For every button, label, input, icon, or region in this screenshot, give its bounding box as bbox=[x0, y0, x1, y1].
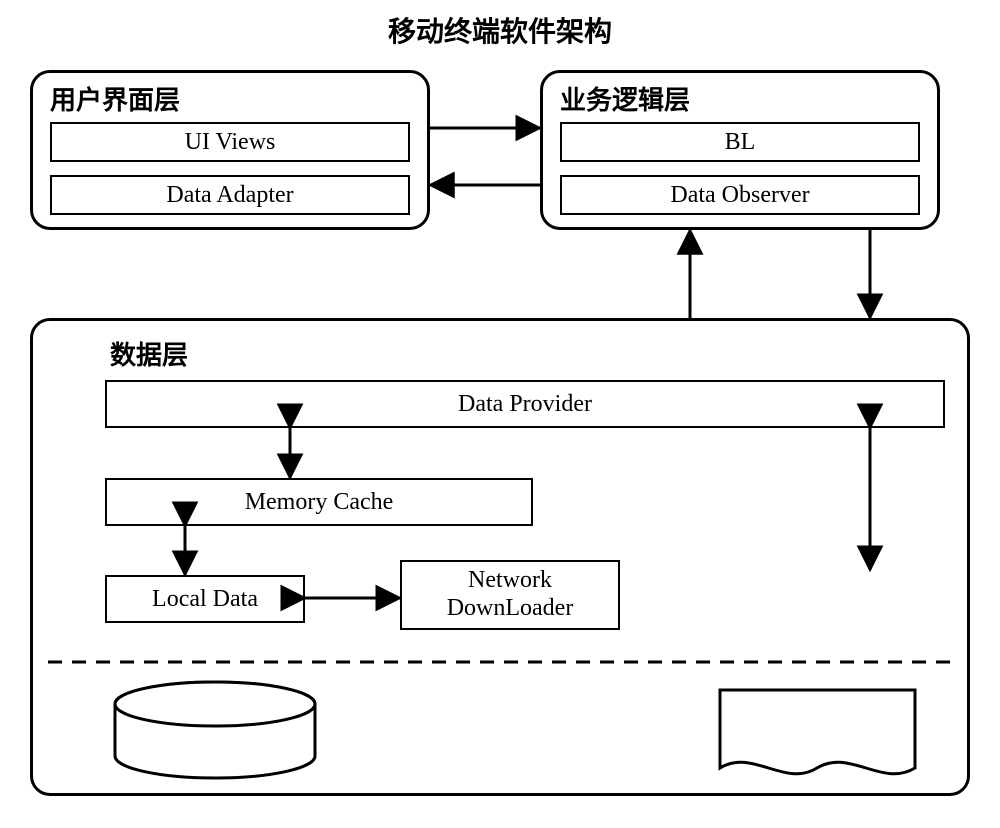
data-provider-box: Data Provider bbox=[105, 380, 945, 428]
local-data-label: Local Data bbox=[152, 586, 258, 613]
local-data-box: Local Data bbox=[105, 575, 305, 623]
network-downloader-box: Network DownLoader bbox=[400, 560, 620, 630]
data-observer-box: Data Observer bbox=[560, 175, 920, 215]
bl-layer-title: 业务逻辑层 bbox=[560, 80, 690, 117]
ui-views-box: UI Views bbox=[50, 122, 410, 162]
data-adapter-box: Data Adapter bbox=[50, 175, 410, 215]
diagram-title: 移动终端软件架构 bbox=[0, 10, 1000, 50]
memory-cache-box: Memory Cache bbox=[105, 478, 533, 526]
bl-box: BL bbox=[560, 122, 920, 162]
bl-label: BL bbox=[725, 129, 756, 156]
data-adapter-label: Data Adapter bbox=[166, 182, 293, 209]
network-downloader-label: Network DownLoader bbox=[447, 567, 574, 622]
ui-layer-title: 用户界面层 bbox=[50, 80, 180, 117]
data-layer-title: 数据层 bbox=[110, 335, 188, 372]
memory-cache-label: Memory Cache bbox=[245, 489, 394, 516]
ui-views-label: UI Views bbox=[185, 129, 276, 156]
data-observer-label: Data Observer bbox=[670, 182, 809, 209]
diagram-canvas: 移动终端软件架构 用户界面层 UI Views Data Adapter 业务逻… bbox=[0, 0, 1000, 828]
data-provider-label: Data Provider bbox=[458, 391, 592, 418]
